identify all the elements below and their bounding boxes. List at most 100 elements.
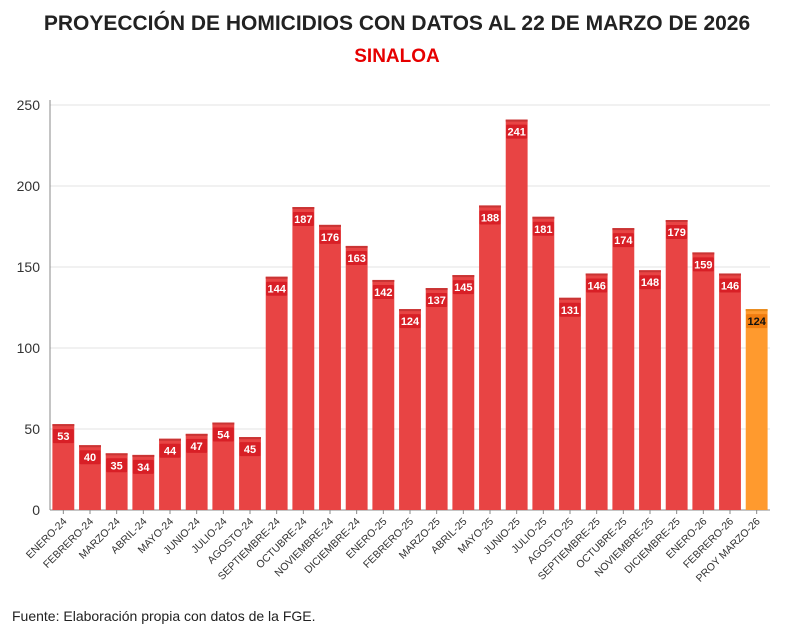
bar-cap <box>479 205 501 208</box>
data-label: 176 <box>321 232 339 244</box>
y-tick-label: 100 <box>17 340 41 356</box>
bar-cap <box>505 119 528 122</box>
bar-cap <box>212 422 235 425</box>
data-label-bg <box>639 275 661 290</box>
data-label-bg <box>506 124 528 139</box>
data-label: 179 <box>667 227 685 239</box>
data-label-bg <box>479 210 501 225</box>
data-label-bg <box>292 212 314 227</box>
bar-cap <box>425 288 448 291</box>
data-label: 146 <box>721 280 739 292</box>
bar-cap <box>79 445 101 448</box>
data-label: 144 <box>267 284 286 296</box>
data-label: 145 <box>454 282 472 294</box>
data-label: 188 <box>481 212 499 224</box>
bar-cap <box>585 273 608 276</box>
bar <box>52 424 75 510</box>
data-label-bg <box>719 278 741 293</box>
bar-cap <box>745 309 768 312</box>
data-label: 241 <box>507 127 525 139</box>
bar <box>585 273 608 510</box>
bar <box>185 433 208 510</box>
bar-cap <box>105 453 128 456</box>
data-label-bg <box>212 427 234 442</box>
data-label-bg <box>746 314 768 329</box>
data-label-bg <box>266 281 288 296</box>
bar <box>265 276 288 510</box>
bar-cap <box>532 216 555 219</box>
data-label: 35 <box>111 460 123 472</box>
data-label-bg <box>132 459 154 474</box>
bar <box>665 220 688 510</box>
bar <box>212 422 235 510</box>
bar <box>639 270 661 510</box>
y-tick-label: 200 <box>17 178 41 194</box>
bar-cap <box>639 270 661 273</box>
data-label: 137 <box>427 295 445 307</box>
bar-cap <box>399 309 421 312</box>
data-label-bg <box>426 293 448 308</box>
data-label-bg <box>372 284 394 299</box>
data-label: 44 <box>164 446 177 458</box>
bar-cap <box>692 252 715 255</box>
bar-cap <box>185 433 208 436</box>
y-tick-label: 250 <box>17 97 41 113</box>
data-label: 54 <box>217 430 230 442</box>
chart-title: PROYECCIÓN DE HOMICIDIOS CON DATOS AL 22… <box>43 12 751 35</box>
y-tick-label: 150 <box>17 259 41 275</box>
bar-cap <box>52 424 75 427</box>
y-tick-label: 50 <box>24 421 40 437</box>
bar-chart: 05010015020025053ENERO-2440FEBRERO-2435M… <box>17 97 770 585</box>
data-label: 45 <box>244 444 256 456</box>
data-label: 131 <box>561 305 579 317</box>
bar-cap <box>239 437 261 440</box>
bar <box>692 252 715 511</box>
data-label-bg <box>559 302 581 317</box>
data-label: 53 <box>57 431 69 443</box>
data-label: 181 <box>534 224 552 236</box>
data-label: 142 <box>374 287 392 299</box>
bar <box>505 119 528 510</box>
bar-cap <box>132 454 155 457</box>
data-label: 124 <box>401 316 420 328</box>
data-label-bg <box>319 229 341 244</box>
bar-cap <box>345 245 368 248</box>
data-label: 124 <box>747 316 766 328</box>
data-label-bg <box>79 450 101 465</box>
bar-cap <box>319 224 341 227</box>
bar-cap <box>612 228 635 231</box>
bar-cap <box>719 273 741 276</box>
bar <box>612 228 635 510</box>
bar-cap <box>452 275 475 278</box>
bar-cap <box>292 207 315 210</box>
data-label-bg <box>532 221 554 236</box>
y-tick-label: 0 <box>32 502 40 518</box>
bar <box>292 207 315 510</box>
data-label-bg <box>186 438 208 453</box>
data-label-bg <box>52 429 74 444</box>
bar <box>745 309 768 510</box>
data-label-bg <box>612 233 634 248</box>
data-label-bg <box>399 314 421 329</box>
data-label-bg <box>106 458 128 473</box>
data-label: 187 <box>294 214 312 226</box>
data-label-bg <box>452 280 474 295</box>
data-label-bg <box>586 278 608 293</box>
bar <box>372 279 395 510</box>
bar <box>319 224 341 510</box>
bar-cap <box>559 297 581 300</box>
data-label: 174 <box>614 235 633 247</box>
data-label: 159 <box>694 259 712 271</box>
bar-cap <box>665 220 688 223</box>
bar <box>479 205 501 510</box>
bar <box>532 216 555 510</box>
bar-cap <box>265 276 288 279</box>
bar <box>345 245 368 510</box>
bar <box>425 288 448 510</box>
data-label: 34 <box>137 462 150 474</box>
data-label: 163 <box>347 253 365 265</box>
source-footer: Fuente: Elaboración propia con datos de … <box>12 608 316 624</box>
data-label: 47 <box>191 441 203 453</box>
data-label: 40 <box>84 452 96 464</box>
